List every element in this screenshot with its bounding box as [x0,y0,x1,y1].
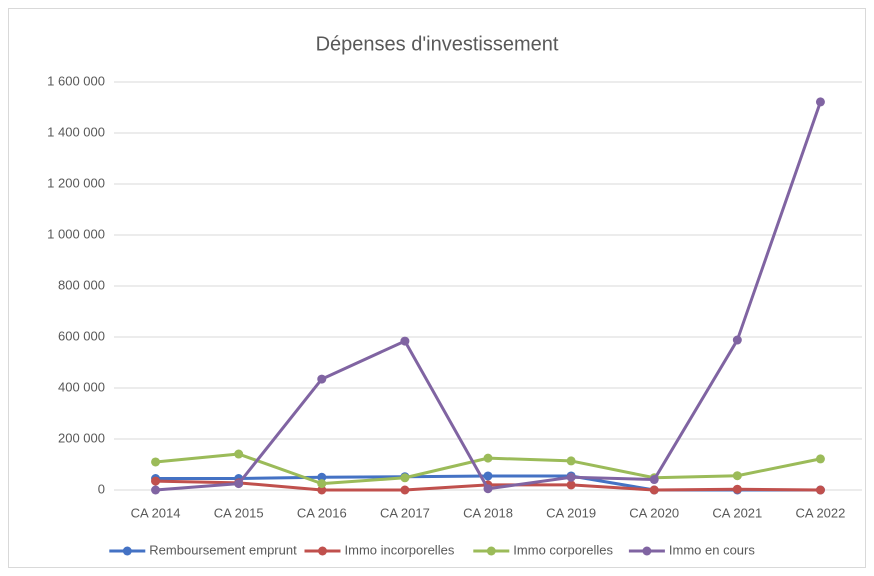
data-point [317,472,327,482]
legend-marker [486,546,496,556]
data-point [732,471,742,481]
data-point [815,485,825,495]
y-tick-label: 1 200 000 [47,175,105,190]
data-point [234,449,244,459]
data-point [317,374,327,384]
data-point [151,485,161,495]
data-point [400,336,410,346]
data-point [815,97,825,107]
y-tick-label: 1 600 000 [47,73,105,88]
chart-title: Dépenses d'investissement [316,33,559,55]
data-point [566,472,576,482]
data-point [151,457,161,467]
legend-label: Immo incorporelles [345,542,455,557]
data-point [400,485,410,495]
data-point [317,479,327,489]
x-tick-label: CA 2020 [629,505,679,520]
data-point [483,453,493,463]
y-tick-label: 0 [98,481,105,496]
data-point [483,484,493,494]
legend-marker [122,546,132,556]
legend-label: Immo corporelles [513,542,613,557]
data-point [151,476,161,486]
y-tick-label: 1 400 000 [47,124,105,139]
x-tick-label: CA 2019 [546,505,596,520]
legend-marker [318,546,327,556]
data-point [815,454,825,464]
x-tick-label: CA 2017 [380,505,430,520]
y-tick-label: 800 000 [58,277,105,292]
data-point [732,484,742,494]
y-tick-label: 1 000 000 [47,226,105,241]
x-tick-label: CA 2022 [796,505,846,520]
y-tick-label: 400 000 [58,379,105,394]
data-point [483,471,493,481]
data-point [400,473,410,483]
chart-border [8,8,866,568]
data-point [649,475,659,485]
y-tick-label: 200 000 [58,430,105,445]
data-point [566,480,576,490]
x-tick-label: CA 2014 [131,505,181,520]
data-point [566,456,576,466]
data-point [317,485,327,495]
data-point [649,485,659,495]
x-tick-label: CA 2016 [297,505,347,520]
legend-label: Remboursement emprunt [149,542,297,557]
legend-label: Immo en cours [669,542,755,557]
data-point [234,479,244,489]
y-tick-label: 600 000 [58,328,105,343]
data-point [732,335,742,345]
legend-marker [642,546,652,556]
x-tick-label: CA 2021 [712,505,762,520]
x-tick-label: CA 2018 [463,505,513,520]
x-tick-label: CA 2015 [214,505,264,520]
